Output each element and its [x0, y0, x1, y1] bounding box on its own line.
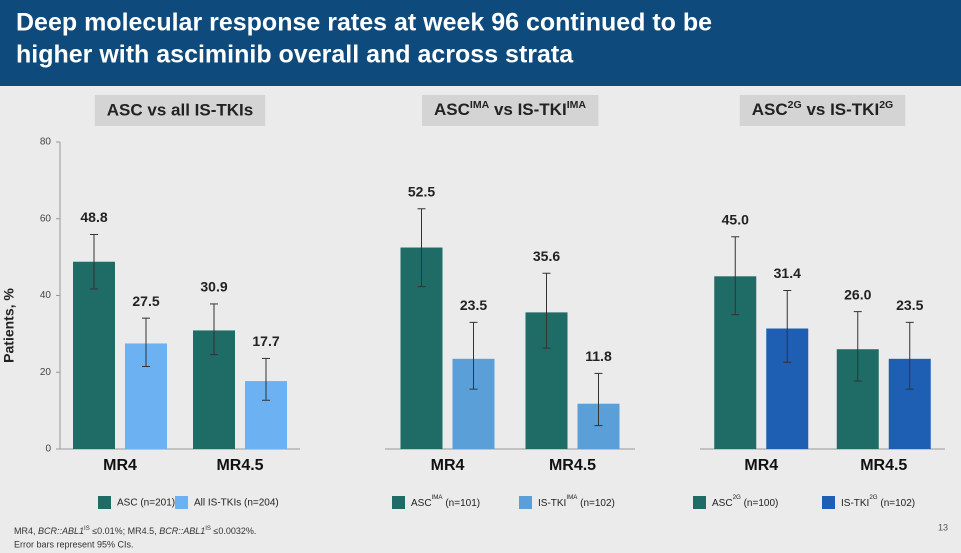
- legend-label: IS-TKI2G (n=102): [841, 494, 915, 509]
- legend-swatch: [519, 496, 532, 509]
- header-title: higher with asciminib overall and across…: [16, 41, 574, 69]
- footnote-part: IS: [84, 526, 90, 532]
- legend-swatch: [392, 496, 405, 509]
- legend-label-part: 2G: [869, 494, 877, 501]
- bar: [73, 261, 115, 449]
- value-label: 17.7: [252, 333, 279, 349]
- x-tick-label: MR4: [431, 457, 465, 474]
- footnote: Error bars represent 95% CIs.: [14, 539, 134, 549]
- y-axis-label: Patients, %: [1, 288, 17, 363]
- header-title: Deep molecular response rates at week 96…: [16, 9, 712, 37]
- panel-title-part: ASC: [752, 100, 788, 119]
- panel-title-part: IMA: [470, 99, 490, 111]
- value-label: 27.5: [132, 293, 159, 309]
- value-label: 31.4: [774, 265, 801, 281]
- footnote-part: BCR::ABL1: [38, 526, 84, 536]
- y-tick-label: 60: [40, 213, 52, 224]
- panel-title: ASCIMA vs IS-TKIIMA: [434, 99, 586, 120]
- footnote-part: IS: [205, 526, 211, 532]
- legend-label-part: IMA: [566, 494, 578, 501]
- footnote-part: BCR::ABL1: [159, 526, 205, 536]
- panel-title-part: ASC: [434, 100, 470, 119]
- x-tick-label: MR4.5: [860, 457, 907, 474]
- footnote-part: ≤0.0032%.: [211, 526, 256, 536]
- panel-title: ASC vs all IS-TKIs: [107, 100, 253, 119]
- panel-title-part: 2G: [788, 99, 802, 111]
- header-bar: [0, 0, 961, 86]
- value-label: 26.0: [844, 286, 871, 302]
- legend-label-part: (n=100): [741, 498, 779, 509]
- page-number: 13: [938, 522, 948, 532]
- panel-title-box: [422, 95, 599, 126]
- legend-label: ASCIMA (n=101): [411, 494, 480, 509]
- value-label: 30.9: [200, 279, 227, 295]
- legend-label: IS-TKIIMA (n=102): [538, 494, 615, 509]
- panel-title: ASC2G vs IS-TKI2G: [752, 99, 894, 120]
- footnote-part: ≤0.01%; MR4.5,: [90, 526, 159, 536]
- x-tick-label: MR4.5: [216, 457, 263, 474]
- footnote-part: MR4,: [14, 526, 38, 536]
- value-label: 48.8: [80, 209, 107, 225]
- legend-label-part: ASC: [411, 498, 432, 509]
- y-tick-label: 80: [40, 137, 52, 148]
- legend-label-part: (n=101): [443, 498, 481, 509]
- panel-title-box: [94, 95, 266, 126]
- legend-label-part: IS-TKI: [841, 498, 869, 509]
- value-label: 45.0: [722, 211, 749, 227]
- legend-swatch: [98, 496, 111, 509]
- panel-title-part: vs IS-TKI: [489, 100, 566, 119]
- value-label: 23.5: [896, 297, 923, 313]
- y-tick-label: 20: [40, 367, 52, 378]
- legend-swatch: [175, 496, 188, 509]
- legend-label-part: IS-TKI: [538, 498, 566, 509]
- y-tick-label: 0: [45, 444, 51, 455]
- legend-label-part: ASC: [712, 498, 733, 509]
- legend-swatch: [822, 496, 835, 509]
- y-tick-label: 40: [40, 290, 52, 301]
- legend-label-part: IMA: [432, 494, 444, 501]
- legend-label: ASC2G (n=100): [712, 494, 778, 509]
- x-tick-label: MR4: [103, 457, 137, 474]
- legend-label: ASC (n=201): [117, 498, 175, 509]
- panel-title-part: IMA: [567, 99, 587, 111]
- legend-swatch: [693, 496, 706, 509]
- value-label: 52.5: [408, 183, 435, 199]
- panel-title-part: 2G: [879, 99, 893, 111]
- x-tick-label: MR4: [744, 457, 778, 474]
- legend-label-part: (n=102): [878, 498, 916, 509]
- legend-label-part: 2G: [733, 494, 741, 501]
- legend-label: All IS-TKIs (n=204): [194, 498, 279, 509]
- x-tick-label: MR4.5: [549, 457, 596, 474]
- value-label: 35.6: [533, 248, 560, 264]
- panel-title-part: vs IS-TKI: [802, 100, 879, 119]
- value-label: 23.5: [460, 297, 487, 313]
- value-label: 11.8: [585, 348, 612, 364]
- panel-title-box: [739, 95, 906, 126]
- legend-label-part: (n=102): [577, 498, 615, 509]
- footnote: MR4, BCR::ABL1IS ≤0.01%; MR4.5, BCR::ABL…: [14, 526, 256, 537]
